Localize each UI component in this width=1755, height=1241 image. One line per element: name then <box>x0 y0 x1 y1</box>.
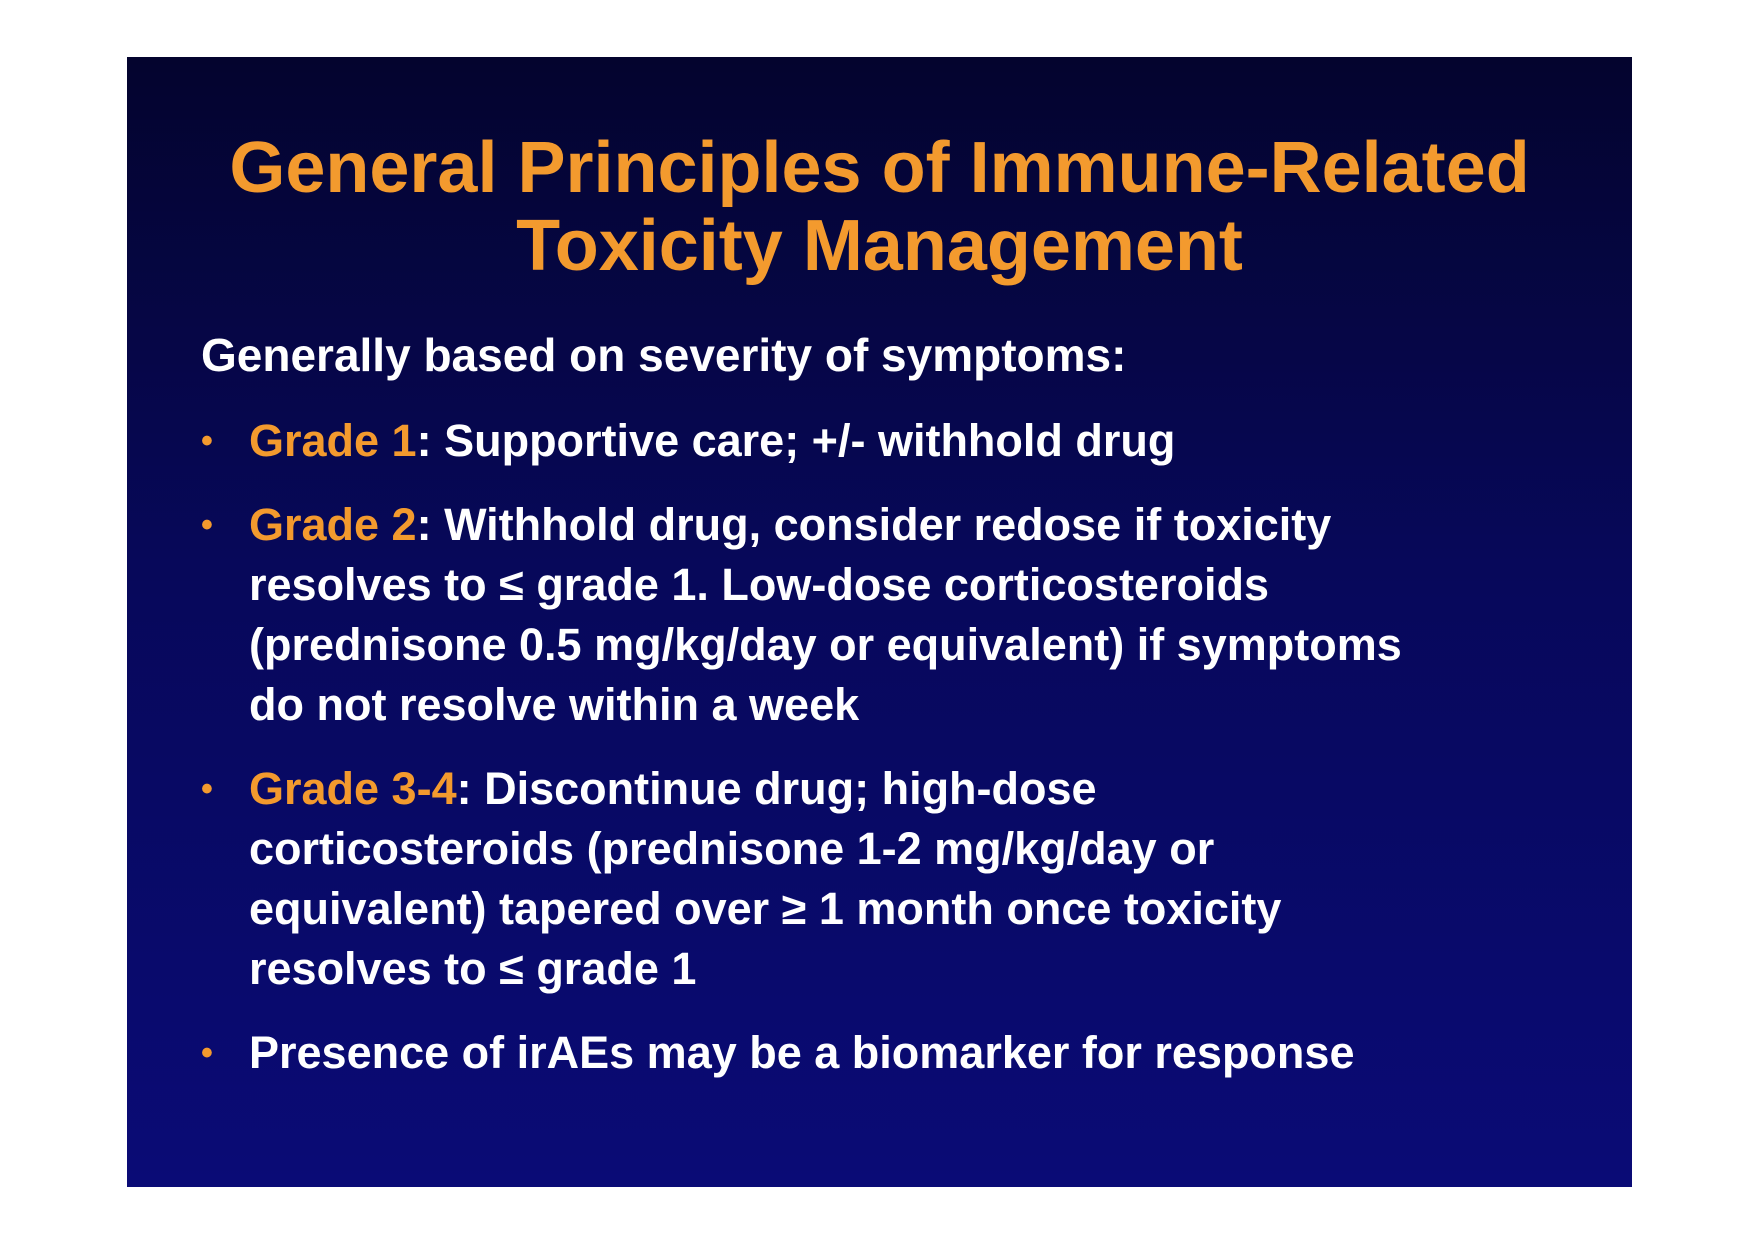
bullet-grade-3-4: • Grade 3-4: Discontinue drug; high-dose… <box>201 759 1581 999</box>
bullet-dot-icon: • <box>201 506 213 544</box>
bullet-line: Grade 1: Supportive care; +/- withhold d… <box>249 411 1581 471</box>
slide: General Principles of Immune-Related Tox… <box>127 57 1632 1187</box>
grade-label: Grade 3-4 <box>249 763 457 814</box>
slide-title-line-1: General Principles of Immune-Related <box>229 128 1530 208</box>
bullet-line: corticosteroids (prednisone 1-2 mg/kg/da… <box>249 823 1215 874</box>
bullet-line: Grade 2: Withhold drug, consider redose … <box>249 495 1581 555</box>
bullet-line: do not resolve within a week <box>249 679 860 730</box>
bullet-dot-icon: • <box>201 770 213 808</box>
bullet-text: : Withhold drug, consider redose if toxi… <box>416 499 1332 550</box>
bullet-text: : Discontinue drug; high-dose <box>456 763 1097 814</box>
bullet-dot-icon: • <box>201 1034 213 1072</box>
grade-label: Grade 1 <box>249 415 417 466</box>
bullet-grade-1: • Grade 1: Supportive care; +/- withhold… <box>201 411 1581 471</box>
bullet-text: : Supportive care; +/- withhold drug <box>416 415 1176 466</box>
bullet-line: resolves to ≤ grade 1 <box>249 943 697 994</box>
bullet-grade-2: • Grade 2: Withhold drug, consider redos… <box>201 495 1581 735</box>
bullet-dot-icon: • <box>201 422 213 460</box>
bullet-line: resolves to ≤ grade 1. Low-dose corticos… <box>249 559 1269 610</box>
grade-label: Grade 2 <box>249 499 417 550</box>
bullet-line: (prednisone 0.5 mg/kg/day or equivalent)… <box>249 619 1402 670</box>
bullet-line: Grade 3-4: Discontinue drug; high-dose <box>249 759 1581 819</box>
bullet-line: equivalent) tapered over ≥ 1 month once … <box>249 883 1282 934</box>
bullet-biomarker: • Presence of irAEs may be a biomarker f… <box>201 1023 1581 1083</box>
bullet-list: • Grade 1: Supportive care; +/- withhold… <box>201 411 1581 1107</box>
bullet-line: Presence of irAEs may be a biomarker for… <box>249 1027 1355 1078</box>
slide-title-line-2: Toxicity Management <box>516 206 1243 286</box>
slide-title: General Principles of Immune-Related Tox… <box>127 129 1632 285</box>
intro-text: Generally based on severity of symptoms: <box>201 329 1127 381</box>
